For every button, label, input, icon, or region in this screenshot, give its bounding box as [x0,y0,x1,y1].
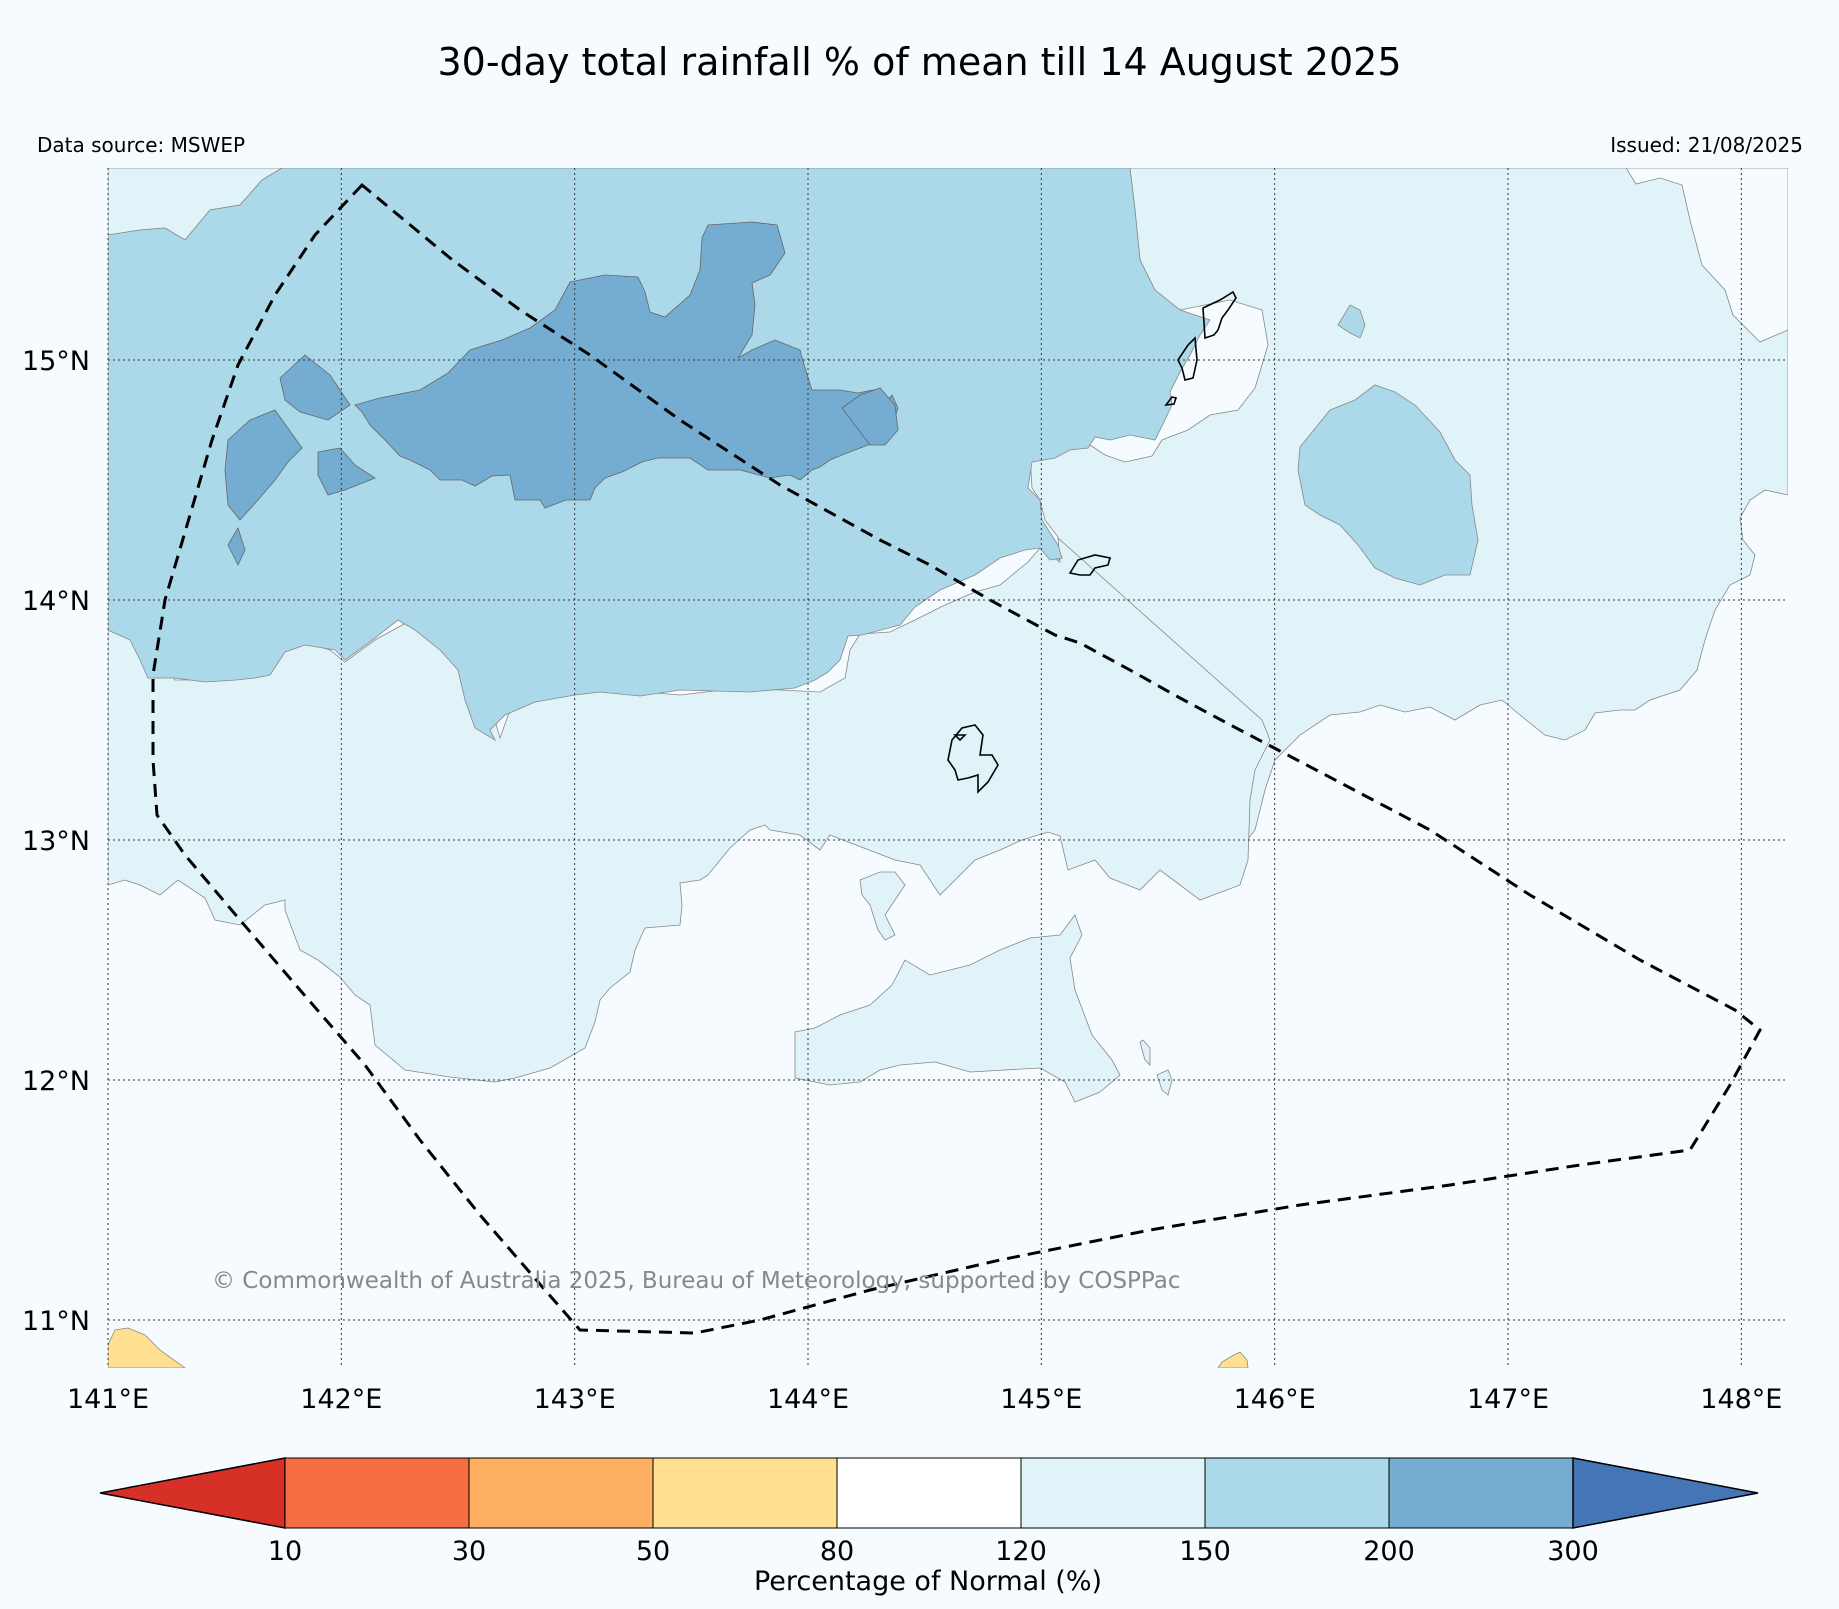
colorbar-title: Percentage of Normal (%) [754,1566,1102,1597]
contour-120-150-island-a [859,871,906,941]
colorbar-extend-low [99,1457,286,1529]
issued-date-label: Issued: 21/08/2025 [1610,133,1803,157]
x-tick-label: 144°E [767,1384,849,1415]
x-tick-label: 146°E [1234,1384,1316,1415]
contour-200-300-west-a [279,354,351,421]
x-tick-label: 142°E [300,1384,382,1415]
y-tick-label: 11°N [22,1306,90,1337]
contour-150-200-small [1337,304,1366,339]
contour-200-300-east [841,387,899,446]
y-tick-label: 15°N [22,346,90,377]
colorbar-tick-label: 150 [1179,1536,1231,1567]
rainfall-contours [108,168,1788,1368]
map-title: 30-day total rainfall % of mean till 14 … [437,40,1402,84]
latitude-tick-labels: 15°N 14°N 13°N 12°N 11°N [22,346,90,1337]
contour-200-300-west-b [224,409,303,521]
longitude-tick-labels: 141°E 142°E 143°E 144°E 145°E 146°E 147°E 148°E [67,1384,1782,1415]
colorbar-tick-label: 30 [452,1536,486,1567]
contour-200-300 [354,221,899,509]
island-guam-tip [953,734,967,742]
island-rota [1068,554,1112,576]
contour-200-300-west-c [317,447,376,496]
island-saipan [1177,336,1198,381]
x-tick-label: 148°E [1700,1384,1782,1415]
colorbar-segment [836,1457,1022,1529]
colorbar-segment [468,1457,654,1529]
colorbar-tick-label: 80 [820,1536,854,1567]
map-plot-area [107,168,1788,1368]
contour-200-300-west-d [227,527,246,566]
x-tick-label: 145°E [1000,1384,1082,1415]
colorbar-segment [1020,1457,1206,1529]
colorbar-tick-label: 120 [995,1536,1047,1567]
contour-120-150-island-b [1139,1039,1173,1096]
colorbar-tick-label: 50 [636,1536,670,1567]
copyright-text: © Commonwealth of Australia 2025, Bureau… [212,1268,1181,1294]
island-guam [947,724,999,794]
y-tick-label: 14°N [22,586,90,617]
y-tick-label: 13°N [22,826,90,857]
island-anatahan [1202,290,1237,340]
x-tick-label: 143°E [534,1384,616,1415]
data-source-label: Data source: MSWEP [37,133,246,157]
colorbar-segment [1388,1457,1574,1529]
island-tinian [1164,396,1178,407]
colorbar: 10 30 50 80 120 150 200 300 [99,1457,1759,1567]
colorbar-segment [652,1457,838,1529]
colorbar-segment [284,1457,470,1529]
colorbar-tick-label: 300 [1547,1536,1599,1567]
x-tick-label: 141°E [67,1384,149,1415]
colorbar-tick-label: 200 [1363,1536,1415,1567]
map-gridlines [107,168,1788,1368]
contour-150-200-east [1297,384,1479,586]
x-tick-label: 147°E [1467,1384,1549,1415]
contour-50-80-se [1217,1351,1249,1368]
colorbar-segment [1204,1457,1390,1529]
contour-120-150-south [794,914,1121,1103]
colorbar-tick-label: 10 [268,1536,302,1567]
y-tick-label: 12°N [22,1066,90,1097]
contour-50-80-sw [108,1327,186,1368]
region-boundary-dashed [151,182,1762,1335]
colorbar-extend-high [1572,1457,1759,1529]
